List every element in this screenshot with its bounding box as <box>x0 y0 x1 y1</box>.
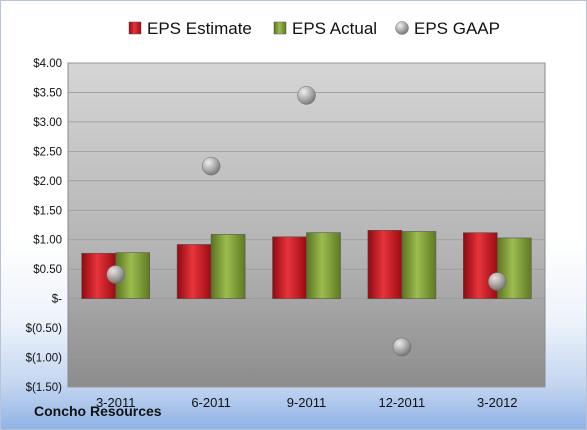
eps-actual-bar <box>401 231 437 299</box>
eps-gaap-point <box>106 265 125 284</box>
y-tick-label: $(0.50) <box>26 323 63 335</box>
eps-gaap-point <box>392 337 412 357</box>
x-category-label: 12-2011 <box>379 395 426 410</box>
gaap-points <box>106 86 507 357</box>
x-category-label: 3-2012 <box>477 395 517 410</box>
legend-label: EPS Estimate <box>147 19 252 38</box>
legend: EPS Estimate EPS Actual EPS GAAP <box>128 19 500 38</box>
x-axis: 3-2011 6-2011 9-2011 12-2011 3-2012 <box>96 395 518 410</box>
y-tick-label: $2.50 <box>33 146 62 158</box>
y-tick-label: $- <box>52 294 62 306</box>
y-tick-label: $(1.50) <box>26 382 63 394</box>
bars <box>81 230 532 299</box>
y-axis: $4.00 $3.50 $3.00 $2.50 $2.00 $1.50 $1.00 $0.50… <box>26 58 63 394</box>
x-category-label: 6-2011 <box>191 395 231 410</box>
legend-label: EPS Actual <box>292 19 377 38</box>
plot-area <box>67 62 546 388</box>
y-tick-label: $1.50 <box>33 205 62 217</box>
y-tick-label: $4.00 <box>33 58 62 70</box>
eps-gaap-point <box>297 86 316 105</box>
eps-gaap-point <box>201 156 221 176</box>
company-name: Concho Resources <box>34 403 162 419</box>
y-tick-label: $0.50 <box>33 264 62 276</box>
x-category-label: 9-2011 <box>287 395 327 410</box>
eps-estimate-bar <box>367 230 403 299</box>
y-tick-label: $1.00 <box>33 235 62 247</box>
y-tick-label: $3.00 <box>33 117 62 129</box>
eps-actual-bar <box>496 237 532 299</box>
legend-swatch <box>128 21 142 35</box>
eps-estimate-bar <box>272 236 307 299</box>
eps-actual-bar <box>210 234 246 299</box>
eps-gaap-point <box>488 272 507 291</box>
y-tick-label: $2.00 <box>33 176 62 188</box>
y-tick-label: $3.50 <box>33 87 62 99</box>
legend-label: EPS GAAP <box>414 19 500 38</box>
legend-swatch <box>395 21 409 35</box>
x-category-label: 3-2011 <box>96 395 136 410</box>
eps-actual-bar <box>306 232 341 299</box>
eps-estimate-bar <box>176 244 212 299</box>
y-tick-label: $(1.00) <box>26 353 63 365</box>
legend-swatch <box>273 21 287 35</box>
eps-actual-bar <box>115 252 150 299</box>
